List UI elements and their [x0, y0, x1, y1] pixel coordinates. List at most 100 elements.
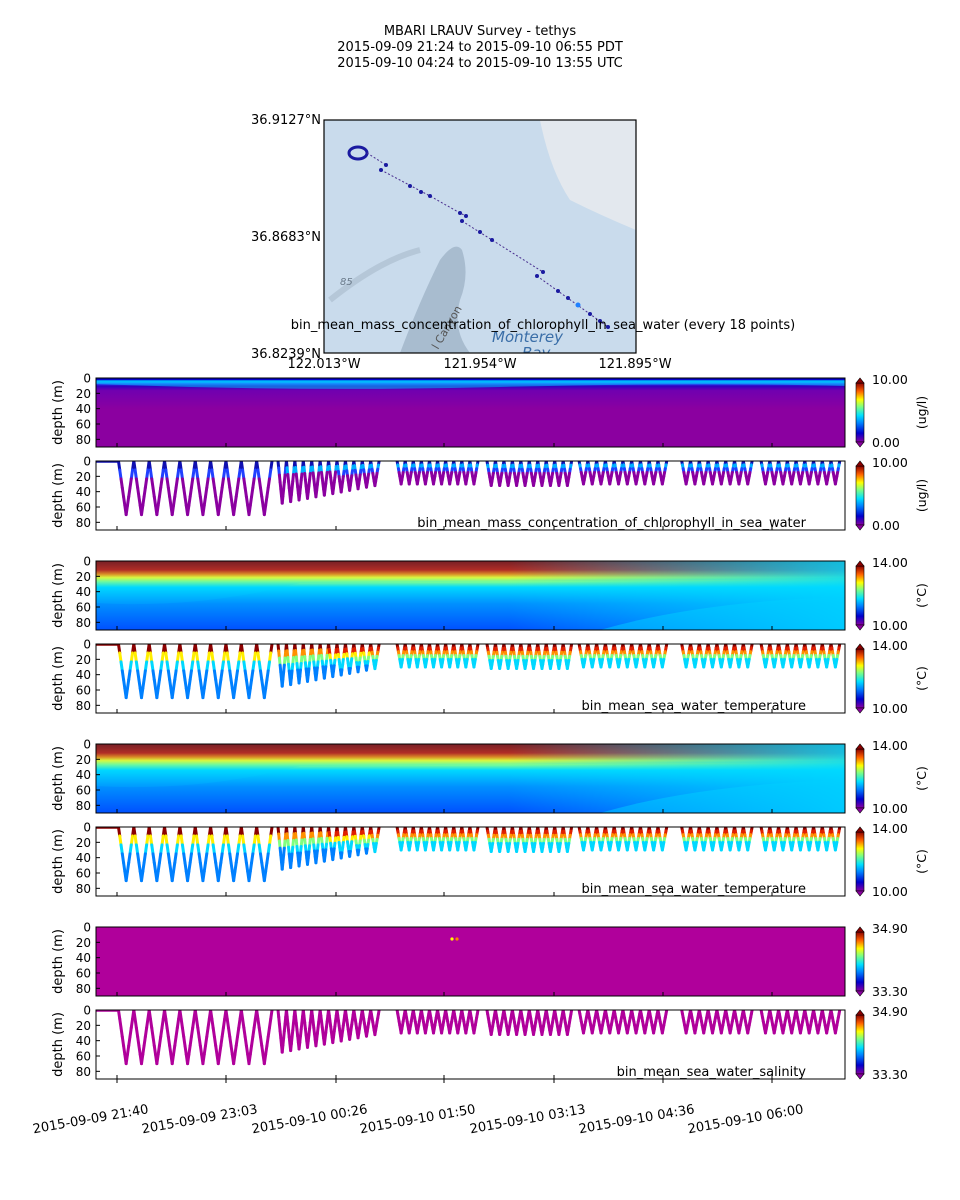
yo-upcast: [305, 1039, 310, 1049]
yo-upcast: [737, 478, 742, 486]
yo-downcast: [119, 660, 124, 673]
track-point: [556, 289, 560, 293]
yo-downcast: [132, 827, 137, 838]
yo-upcast: [702, 844, 706, 852]
yo-downcast: [196, 477, 201, 490]
yo-upcast: [660, 844, 665, 852]
yo-downcast: [116, 644, 122, 655]
yo-upcast: [634, 478, 639, 486]
yo-upcast: [174, 660, 179, 673]
yo-downcast: [256, 468, 261, 481]
colorbar-extend-min: [855, 524, 865, 531]
yo-upcast: [660, 661, 665, 669]
yo-downcast: [195, 834, 200, 847]
yo-downcast: [244, 495, 250, 508]
yo-downcast: [136, 852, 141, 865]
yo-upcast: [157, 669, 163, 682]
colorbar-unit-label: (°C): [914, 583, 929, 608]
yo-downcast: [179, 834, 184, 847]
yo-upcast: [289, 676, 293, 687]
y-tick-label: 60: [76, 684, 91, 698]
y-tick-label: 20: [76, 387, 91, 401]
yo-downcast: [210, 834, 215, 847]
yo-upcast: [221, 834, 227, 847]
yo-upcast: [364, 847, 369, 855]
yo-downcast: [152, 495, 158, 508]
colorbar-extend-max: [855, 826, 865, 833]
yo-segment: [759, 1010, 842, 1035]
map-frame: [323, 119, 637, 354]
colorbar-bar: [855, 565, 865, 626]
yo-upcast: [489, 479, 494, 488]
yo-upcast: [322, 1036, 327, 1046]
yo-downcast: [257, 477, 262, 490]
yo-upcast: [746, 1027, 750, 1035]
yo-upcast: [314, 672, 319, 682]
yo-upcast: [219, 852, 224, 865]
yo-upcast: [515, 662, 519, 671]
yo-upcast: [237, 468, 242, 481]
yo-upcast: [248, 678, 254, 691]
yo-upcast: [423, 661, 428, 669]
yo-upcast: [364, 481, 369, 489]
colorbar: 10.00 0.00 (ug/l): [855, 455, 929, 533]
map-lon-label-right: 121.895°W: [598, 357, 671, 372]
yo-upcast: [540, 845, 545, 854]
yo-upcast: [523, 479, 528, 488]
yo-upcast: [440, 661, 444, 669]
yo-downcast: [148, 651, 154, 664]
yo-upcast: [590, 1027, 595, 1035]
yo-upcast: [643, 1027, 648, 1035]
yo-downcast: [258, 1035, 264, 1048]
yo-segment: [395, 644, 480, 669]
yo-upcast: [356, 482, 361, 491]
yo-segment: [680, 461, 754, 486]
yo-upcast: [373, 845, 378, 854]
panel-frame: [95, 377, 846, 448]
yo-downcast: [210, 651, 215, 664]
colorbar-unit-label: (°C): [914, 766, 929, 791]
yo-upcast: [693, 844, 698, 852]
yo-upcast: [523, 845, 528, 854]
yo-upcast: [515, 845, 519, 854]
yo-upcast: [456, 661, 460, 669]
yo-upcast: [140, 870, 145, 883]
yo-upcast: [143, 1026, 149, 1039]
yo-upcast: [156, 495, 161, 508]
y-tick-label: 40: [76, 585, 91, 599]
yo-upcast: [415, 844, 420, 852]
yo-upcast: [159, 1026, 164, 1039]
yo-upcast: [232, 1053, 237, 1066]
yo-downcast: [241, 1017, 246, 1030]
yo-downcast: [168, 1044, 173, 1057]
yo-upcast: [128, 1026, 133, 1039]
panel-frame: [95, 460, 846, 531]
yo-upcast: [590, 661, 595, 669]
yo-upcast: [248, 495, 254, 508]
yo-upcast: [339, 668, 344, 677]
yo-upcast: [565, 662, 570, 671]
yo-upcast: [267, 834, 273, 847]
y-axis-label: depth (m): [51, 746, 66, 811]
yo-upcast: [702, 478, 706, 486]
yo-downcast: [150, 477, 155, 490]
yo-upcast: [143, 660, 149, 673]
yo-upcast: [523, 662, 528, 671]
yo-upcast: [515, 479, 519, 488]
yo-upcast: [798, 1027, 803, 1035]
yo-downcast: [243, 669, 248, 682]
yo-upcast: [188, 1035, 193, 1048]
panel-frame: [95, 643, 846, 714]
yo-upcast: [548, 479, 553, 488]
yo-upcast: [702, 661, 706, 669]
yo-downcast: [136, 1035, 141, 1048]
yo-segment: [577, 461, 669, 486]
colorbar-extend-min: [855, 624, 865, 631]
yo-upcast: [608, 1027, 613, 1035]
yo-upcast: [373, 662, 378, 671]
yo-downcast: [118, 468, 123, 481]
yo-upcast: [322, 853, 327, 863]
colorbar-min-label: 33.30: [872, 1067, 908, 1082]
